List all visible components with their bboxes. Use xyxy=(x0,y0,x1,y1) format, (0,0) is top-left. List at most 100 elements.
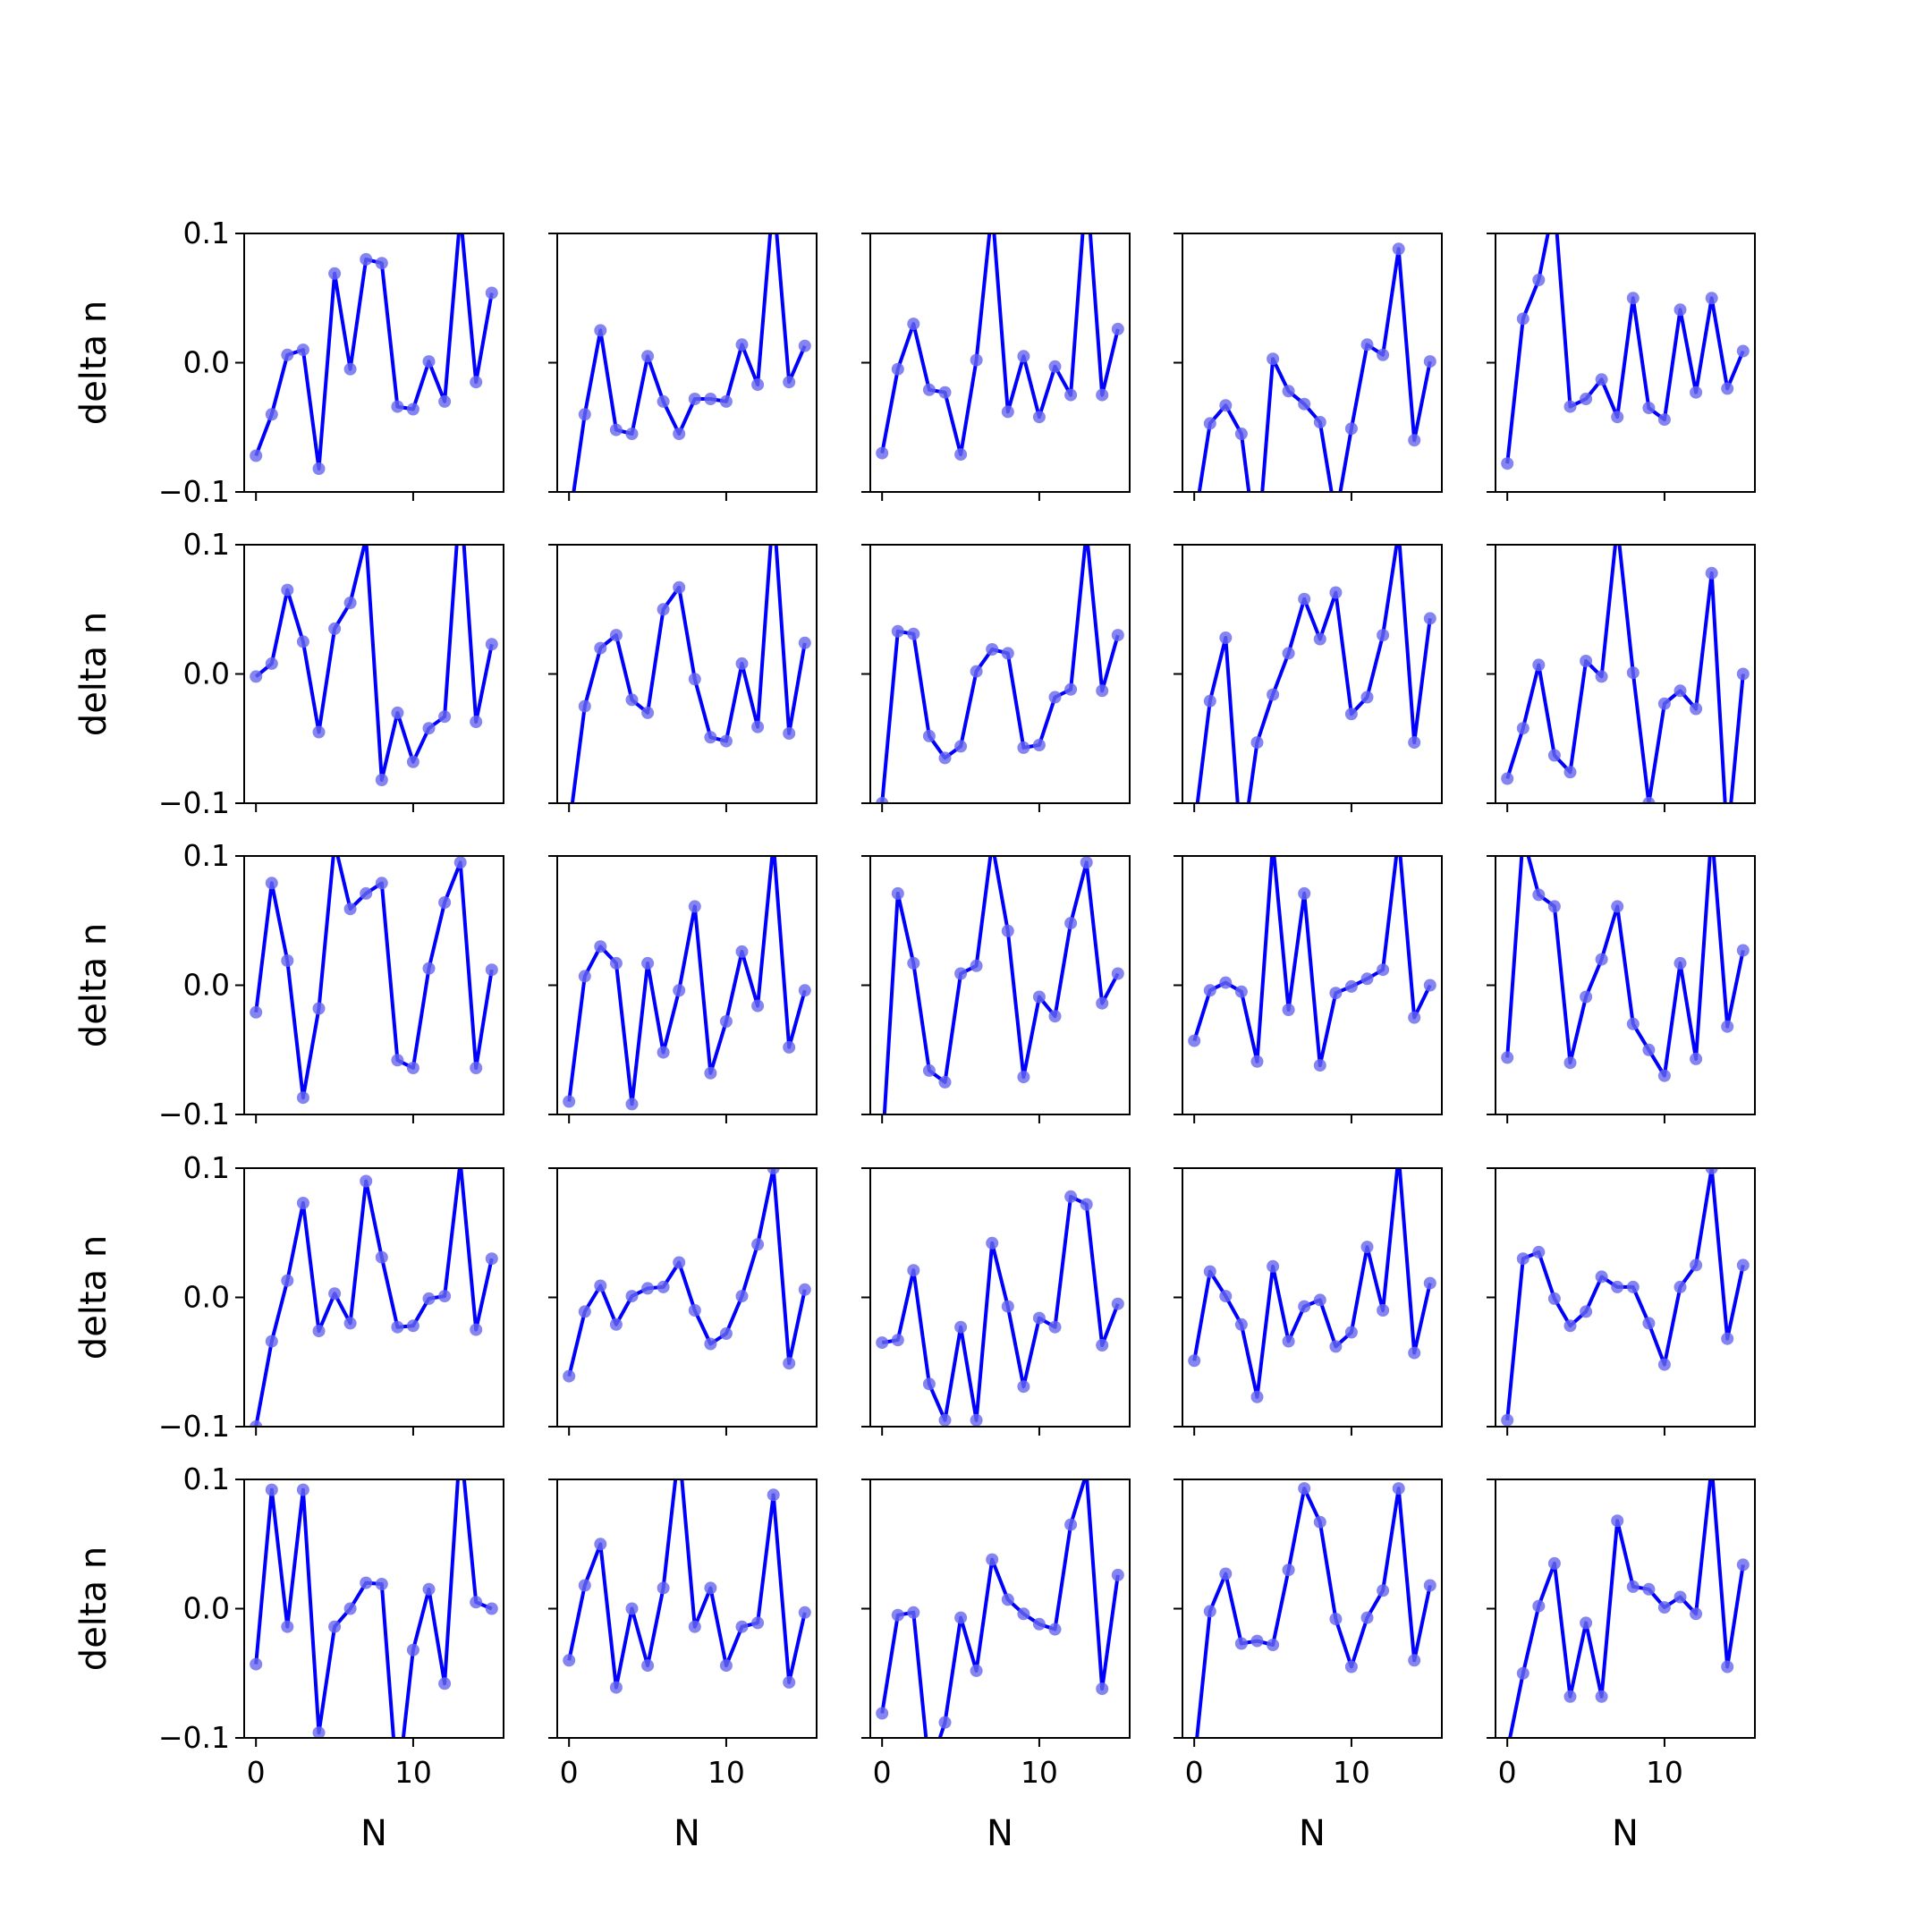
data-point xyxy=(1642,1582,1656,1596)
data-point xyxy=(1516,722,1530,735)
data-point xyxy=(783,376,796,389)
data-point xyxy=(688,1304,701,1317)
series-line xyxy=(881,1194,1120,1422)
data-point xyxy=(767,189,780,201)
data-point xyxy=(609,423,623,436)
data-point xyxy=(360,1174,373,1188)
data-point xyxy=(1721,835,1733,848)
data-point xyxy=(1203,1605,1216,1618)
y-axis-label: delta n xyxy=(73,612,114,736)
data-point xyxy=(609,1318,623,1331)
data-point xyxy=(783,1675,796,1689)
data-point xyxy=(1017,741,1030,754)
data-point xyxy=(891,1334,904,1347)
series-line xyxy=(1195,545,1432,803)
data-point xyxy=(1282,647,1295,660)
data-point xyxy=(265,657,278,670)
data-point xyxy=(1736,344,1750,358)
series-line xyxy=(1505,233,1745,464)
data-point xyxy=(454,1435,467,1447)
data-point xyxy=(470,1596,483,1609)
data-point xyxy=(938,1716,952,1729)
data-point xyxy=(563,823,575,835)
data-point xyxy=(1547,900,1561,913)
data-point xyxy=(1532,274,1546,286)
data-point xyxy=(1705,292,1718,305)
data-point xyxy=(1690,1607,1703,1621)
subplot-r3-c3 xyxy=(861,855,1131,1123)
data-point xyxy=(1611,900,1624,913)
data-point xyxy=(907,956,920,970)
data-point xyxy=(578,1305,591,1318)
data-point xyxy=(1517,830,1530,843)
data-point xyxy=(375,1578,388,1590)
data-point xyxy=(891,886,904,900)
data-point xyxy=(1064,917,1078,930)
data-point xyxy=(1563,1056,1577,1070)
x-tick-label: 10 xyxy=(708,1755,745,1790)
data-point xyxy=(751,378,765,392)
data-point xyxy=(970,959,983,972)
data-point xyxy=(1203,694,1216,708)
data-point xyxy=(1017,350,1030,363)
subplot-r1-c4 xyxy=(1174,233,1443,501)
data-point xyxy=(625,1602,639,1615)
data-point xyxy=(1048,1010,1062,1023)
data-point xyxy=(1595,1690,1608,1703)
subplot-r2-c2 xyxy=(548,500,818,835)
data-point xyxy=(907,627,920,640)
y-tick-label: 0.0 xyxy=(183,968,230,1003)
data-point xyxy=(876,1336,889,1350)
data-point xyxy=(1580,990,1593,1004)
data-point xyxy=(312,1325,326,1338)
data-point xyxy=(1626,292,1640,305)
data-point xyxy=(954,967,968,980)
y-axis-label: delta n xyxy=(73,1546,114,1671)
data-point xyxy=(673,984,686,997)
y-tick-label: 0.1 xyxy=(183,527,230,562)
data-point xyxy=(470,1323,483,1336)
data-point xyxy=(986,1236,999,1250)
data-point xyxy=(1096,1339,1109,1352)
data-point xyxy=(360,532,372,545)
data-point xyxy=(625,1290,639,1303)
y-axis-label: delta n xyxy=(73,923,114,1047)
data-point xyxy=(767,500,780,513)
data-point xyxy=(719,734,733,748)
data-point xyxy=(250,1657,263,1671)
y-tick-label: 0.1 xyxy=(183,1150,230,1185)
data-point xyxy=(704,1066,717,1080)
data-point xyxy=(1690,702,1703,716)
subplot-r4-c2 xyxy=(548,1167,818,1436)
data-point xyxy=(1048,1320,1062,1334)
data-point xyxy=(704,1581,717,1595)
data-point xyxy=(1267,1259,1280,1273)
data-point xyxy=(922,1063,936,1077)
data-point xyxy=(1032,1617,1046,1631)
data-point xyxy=(1313,416,1326,428)
data-point xyxy=(1595,1270,1608,1284)
series-line xyxy=(254,1168,494,1427)
subplot-r2-c4 xyxy=(1174,544,1443,812)
data-point xyxy=(485,963,498,977)
data-point xyxy=(876,1707,889,1720)
data-point xyxy=(673,1441,685,1453)
data-point xyxy=(470,1062,483,1074)
data-point xyxy=(406,755,419,768)
data-point xyxy=(422,722,436,735)
data-point xyxy=(735,1290,749,1303)
data-point xyxy=(954,448,968,462)
data-point xyxy=(375,877,388,890)
data-point xyxy=(1313,1293,1326,1307)
data-point xyxy=(1064,1190,1078,1203)
data-point xyxy=(594,641,607,655)
data-point xyxy=(328,1287,342,1301)
data-point xyxy=(1032,739,1046,751)
data-point xyxy=(1064,1518,1078,1531)
data-point xyxy=(1642,1317,1656,1330)
data-point xyxy=(1250,1055,1264,1068)
series-line xyxy=(567,856,807,1106)
data-point xyxy=(1377,629,1390,642)
data-point xyxy=(1298,592,1311,606)
